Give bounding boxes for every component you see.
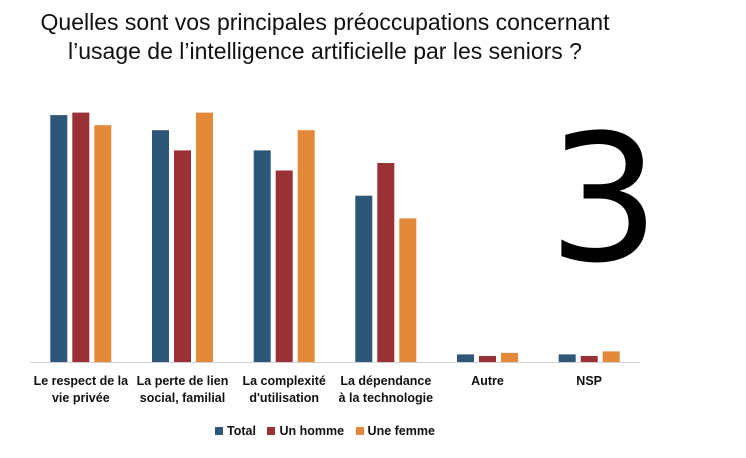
bar-femme-5 — [501, 352, 518, 362]
chart-title-line-1: Quelles sont vos principales préoccupati… — [40, 9, 610, 35]
chart-title: Quelles sont vos principales préoccupati… — [0, 8, 650, 66]
category-label-5-line-1: Autre — [471, 374, 504, 388]
category-label-1-line-2: vie privée — [51, 391, 110, 405]
legend-swatch-femme — [355, 427, 364, 435]
bar-femme-3 — [297, 130, 315, 362]
category-label-1-line-1: Le respect de la — [33, 374, 129, 388]
legend-label-homme: Un homme — [279, 424, 345, 438]
bar-total-4 — [355, 195, 373, 362]
legend-label-total: Total — [227, 424, 256, 438]
legend-label-femme: Une femme — [367, 424, 435, 438]
category-label-6-line-1: NSP — [576, 374, 602, 388]
category-label-2-line-2: social, familial — [139, 391, 226, 405]
bar-homme-5 — [479, 356, 496, 362]
bar-total-1 — [50, 115, 68, 362]
category-label-4: La dépendance à la technologie — [333, 373, 439, 407]
bar-femme-6 — [602, 351, 620, 362]
bar-total-6 — [558, 354, 576, 362]
category-label-6: NSP — [536, 373, 642, 390]
slide-number: 3 — [548, 97, 660, 302]
legend-item-total: Total — [215, 424, 256, 438]
bar-femme-2 — [196, 112, 213, 362]
bar-homme-1 — [72, 112, 90, 362]
legend-item-homme: Un homme — [267, 424, 344, 438]
category-label-3-line-1: La complexité — [242, 374, 326, 388]
category-label-3-line-2: d'utilisation — [249, 391, 319, 405]
category-label-2-line-1: La perte de lien — [136, 374, 229, 388]
bar-femme-1 — [94, 125, 112, 362]
bar-homme-6 — [580, 356, 598, 362]
category-label-1: Le respect de la vie privée — [28, 373, 134, 407]
bar-homme-4 — [377, 163, 395, 362]
chart-title-line-2: l’usage de l’intelligence artificielle p… — [68, 38, 582, 64]
bar-total-3 — [253, 150, 271, 362]
category-label-2: La perte de lien social, familial — [130, 373, 236, 407]
chart-legend: Total Un homme Une femme — [0, 424, 650, 438]
bar-total-2 — [152, 130, 169, 362]
category-label-4-line-1: La dépendance — [340, 374, 432, 388]
bar-total-5 — [457, 354, 474, 362]
category-label-3: La complexité d'utilisation — [231, 373, 337, 407]
bar-femme-4 — [399, 218, 417, 362]
legend-item-femme: Une femme — [355, 424, 435, 438]
category-label-4-line-2: à la technologie — [338, 391, 434, 405]
legend-swatch-total — [215, 427, 224, 435]
legend-swatch-homme — [267, 427, 276, 435]
bar-homme-3 — [275, 170, 293, 362]
category-label-5: Autre — [435, 373, 541, 390]
bar-homme-2 — [174, 150, 191, 362]
